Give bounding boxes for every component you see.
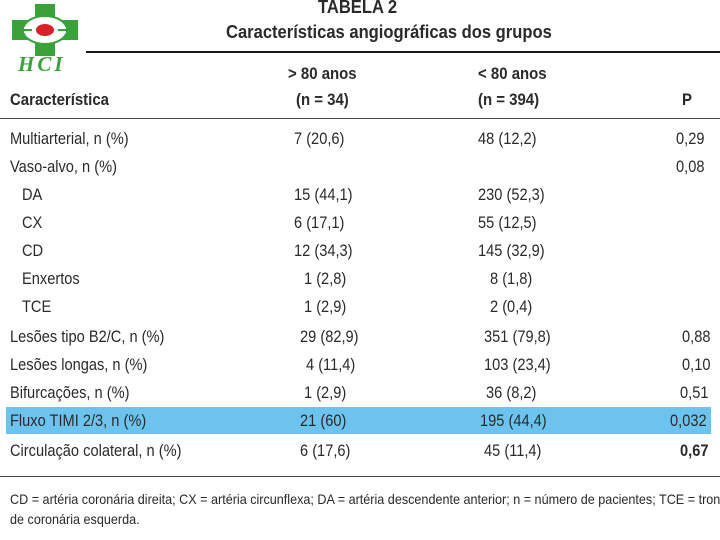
table-row: Vaso-alvo, n (%) 0,08 [0,155,720,179]
table-number: TABELA 2 [318,0,398,17]
table-row: Lesões tipo B2/C, n (%) 29 (82,9) 351 (7… [0,325,720,349]
row-label: Vaso-alvo, n (%) [10,157,117,176]
row-group2-value: 55 (12,5) [478,213,537,232]
row-p-value: 0,67 [680,441,709,460]
row-group1-value: 6 (17,6) [300,441,351,460]
footnote-line1: CD = artéria coronária direita; CX = art… [10,491,720,507]
table-row-highlighted: Fluxo TIMI 2/3, n (%) 21 (60) 195 (44,4)… [6,407,711,434]
footnote-line2: de coronária esquerda. [10,511,140,527]
footnote: CD = artéria coronária direita; CX = art… [10,489,720,529]
table-title: Características angiográficas dos grupos [226,22,552,42]
row-group2-value: 195 (44,4) [480,411,547,430]
row-group1-value: 1 (2,9) [304,297,347,316]
logo-text: HCI [18,52,66,76]
row-group2-value: 351 (79,8) [484,327,551,346]
row-p-value: 0,032 [670,411,707,430]
row-group1-value: 1 (2,8) [304,269,347,288]
row-group1-value: 4 (11,4) [306,355,356,374]
table-row: CX 6 (17,1) 55 (12,5) [0,211,720,235]
row-label: Circulação colateral, n (%) [10,441,182,460]
header-rule [0,118,720,119]
bottom-rule [0,476,720,477]
header-group2-line1: < 80 anos [478,64,547,83]
row-label: Fluxo TIMI 2/3, n (%) [10,411,147,430]
row-group2-value: 36 (8,2) [486,383,537,402]
row-group1-value: 1 (2,9) [304,383,347,402]
row-p-value: 0,88 [682,327,711,346]
row-p-value: 0,51 [680,383,709,402]
top-rule [86,51,720,53]
row-group2-value: 8 (1,8) [490,269,533,288]
header-group1-line2: (n = 34) [296,90,349,109]
table-row: Lesões longas, n (%) 4 (11,4) 103 (23,4)… [0,353,720,377]
hci-logo-graphic [12,4,78,56]
row-label: Enxertos [22,269,80,288]
row-group1-value: 7 (20,6) [294,129,345,148]
row-group2-value: 145 (32,9) [478,241,545,260]
header-group2-line2: (n = 394) [478,90,540,109]
row-label: CX [22,213,43,232]
row-group2-value: 230 (52,3) [478,185,545,204]
row-group1-value: 15 (44,1) [294,185,353,204]
row-group2-value: 45 (11,4) [484,441,542,460]
row-label: Multiarterial, n (%) [10,129,129,148]
table-row: Enxertos 1 (2,8) 8 (1,8) [0,267,720,291]
row-group1-value: 21 (60) [300,411,347,430]
table-row: CD 12 (34,3) 145 (32,9) [0,239,720,263]
row-group1-value: 6 (17,1) [294,213,345,232]
hci-logo: HCI [2,2,92,78]
table-row: Bifurcações, n (%) 1 (2,9) 36 (8,2) 0,51 [0,381,720,405]
table-row: Circulação colateral, n (%) 6 (17,6) 45 … [0,439,720,463]
header-p: P [682,90,692,109]
table-row: TCE 1 (2,9) 2 (0,4) [0,295,720,319]
table-row: Multiarterial, n (%) 7 (20,6) 48 (12,2) … [0,127,720,151]
row-label: Lesões longas, n (%) [10,355,148,374]
row-p-value: 0,10 [682,355,711,374]
row-label: TCE [22,297,52,316]
row-label: CD [22,241,44,260]
row-group2-value: 103 (23,4) [484,355,551,374]
row-p-value: 0,08 [676,157,705,176]
row-label: Lesões tipo B2/C, n (%) [10,327,165,346]
row-p-value: 0,29 [676,129,705,148]
header-characteristic: Característica [10,90,109,109]
row-label: DA [22,185,43,204]
row-group1-value: 29 (82,9) [300,327,359,346]
row-group1-value: 12 (34,3) [294,241,353,260]
row-label: Bifurcações, n (%) [10,383,130,402]
row-group2-value: 2 (0,4) [490,297,533,316]
table-row: DA 15 (44,1) 230 (52,3) [0,183,720,207]
header-group1-line1: > 80 anos [288,64,357,83]
row-group2-value: 48 (12,2) [478,129,537,148]
